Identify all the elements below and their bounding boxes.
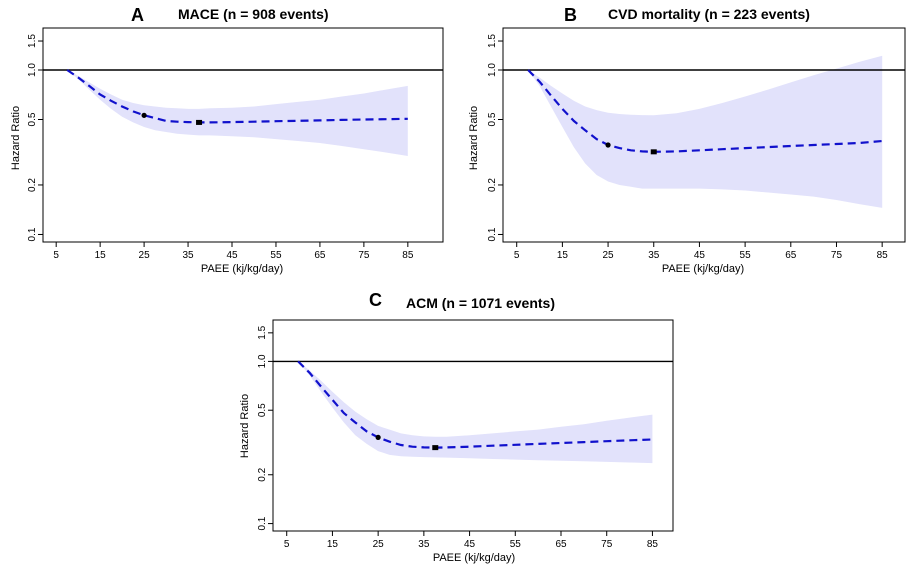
panel-c-y-axis-label: Hazard Ratio — [239, 394, 251, 458]
panel-b-y-tick-label: 1.5 — [487, 34, 498, 48]
panel-c-marker-0 — [375, 434, 381, 440]
panel-b-x-tick-label: 45 — [694, 250, 706, 261]
panel-a-plot-frame — [42, 27, 444, 243]
panel-a-x-tick-label: 65 — [314, 250, 326, 261]
panel-b-x-tick-label: 35 — [648, 250, 660, 261]
panel-b-y-tick-label: 0.5 — [487, 112, 498, 126]
panel-b-letter: B — [564, 5, 577, 25]
panel-c: C ACM (n = 1071 events) PAEE (kj/kg/day)… — [239, 290, 674, 564]
panel-b-confidence-band — [528, 55, 883, 208]
panel-a-hazard-ratio-line — [66, 69, 408, 124]
panel-b-y-tick-label: 0.1 — [487, 227, 498, 241]
panel-a-x-tick-label: 35 — [182, 250, 194, 261]
panel-b-title: CVD mortality (n = 223 events) — [608, 6, 810, 22]
panel-b-x-tick-label: 5 — [514, 250, 520, 261]
panel-b-plot-frame — [502, 27, 906, 243]
panel-a-y-tick-label: 1.5 — [27, 34, 38, 48]
panel-c-x-tick-label: 65 — [555, 539, 567, 550]
panel-c-x-tick-label: 45 — [464, 539, 476, 550]
panel-b-x-axis-label: PAEE (kj/kg/day) — [662, 263, 744, 275]
panel-a-x-tick-label: 55 — [270, 250, 282, 261]
panel-a-x-tick-label: 45 — [226, 250, 238, 261]
panel-a-x-tick-label: 15 — [95, 250, 107, 261]
panel-c-y-tick-label: 1.0 — [257, 354, 268, 368]
panel-a-letter: A — [131, 5, 144, 25]
panel-a-x-tick-label: 85 — [402, 250, 414, 261]
panel-a-confidence-band — [67, 70, 408, 156]
panel-c-x-tick-label: 55 — [510, 539, 522, 550]
panel-b-x-tick-label: 15 — [557, 250, 569, 261]
panel-c-title: ACM (n = 1071 events) — [406, 295, 555, 311]
panel-b-x-tick-label: 75 — [831, 250, 843, 261]
panel-b-x-tick-label: 25 — [603, 250, 615, 261]
panel-a-marker-0 — [141, 112, 147, 118]
panel-a: A MACE (n = 908 events) PAEE (kj/kg/day)… — [10, 5, 444, 275]
panel-b-hazard-ratio-line — [527, 69, 883, 153]
panel-c-x-tick-label: 5 — [284, 539, 290, 550]
panel-c-y-tick-label: 0.1 — [257, 516, 268, 530]
panel-c-x-tick-label: 25 — [373, 539, 385, 550]
panel-b-marker-0 — [605, 142, 611, 148]
panel-b-y-axis-label: Hazard Ratio — [468, 106, 480, 170]
panel-a-y-tick-label: 0.5 — [27, 112, 38, 126]
panel-c-x-tick-label: 35 — [418, 539, 430, 550]
panel-a-x-tick-label: 75 — [358, 250, 370, 261]
panel-b-x-tick-label: 85 — [877, 250, 889, 261]
panel-c-letter: C — [369, 290, 382, 310]
panel-c-x-axis-label: PAEE (kj/kg/day) — [433, 552, 515, 564]
panel-c-plot-frame — [272, 319, 674, 532]
panel-a-x-tick-label: 25 — [139, 250, 151, 261]
panel-c-x-tick-label: 75 — [601, 539, 613, 550]
panel-b-x-tick-label: 55 — [740, 250, 752, 261]
panel-b-marker-1 — [650, 149, 657, 155]
panel-b: B CVD mortality (n = 223 events) PAEE (k… — [468, 5, 906, 275]
panel-a-x-tick-label: 5 — [53, 250, 59, 261]
panel-c-hazard-ratio-line — [297, 360, 653, 449]
panel-c-x-tick-label: 15 — [327, 539, 339, 550]
panel-a-y-tick-label: 0.1 — [27, 227, 38, 241]
panel-a-x-axis-label: PAEE (kj/kg/day) — [201, 263, 283, 275]
panel-a-title: MACE (n = 908 events) — [178, 6, 329, 22]
panel-a-y-tick-label: 0.2 — [27, 178, 38, 192]
panel-a-y-axis-label: Hazard Ratio — [10, 106, 22, 170]
panel-b-y-tick-label: 1.0 — [487, 63, 498, 77]
panel-a-y-tick-label: 1.0 — [27, 63, 38, 77]
panel-c-x-tick-label: 85 — [647, 539, 659, 550]
panel-c-y-tick-label: 1.5 — [257, 325, 268, 339]
panel-c-y-tick-label: 0.2 — [257, 467, 268, 481]
panel-c-marker-1 — [432, 445, 439, 451]
panel-c-confidence-band — [298, 361, 653, 464]
panel-a-marker-1 — [196, 119, 203, 125]
panel-b-y-tick-label: 0.2 — [487, 178, 498, 192]
panel-b-x-tick-label: 65 — [785, 250, 797, 261]
panel-c-y-tick-label: 0.5 — [257, 403, 268, 417]
